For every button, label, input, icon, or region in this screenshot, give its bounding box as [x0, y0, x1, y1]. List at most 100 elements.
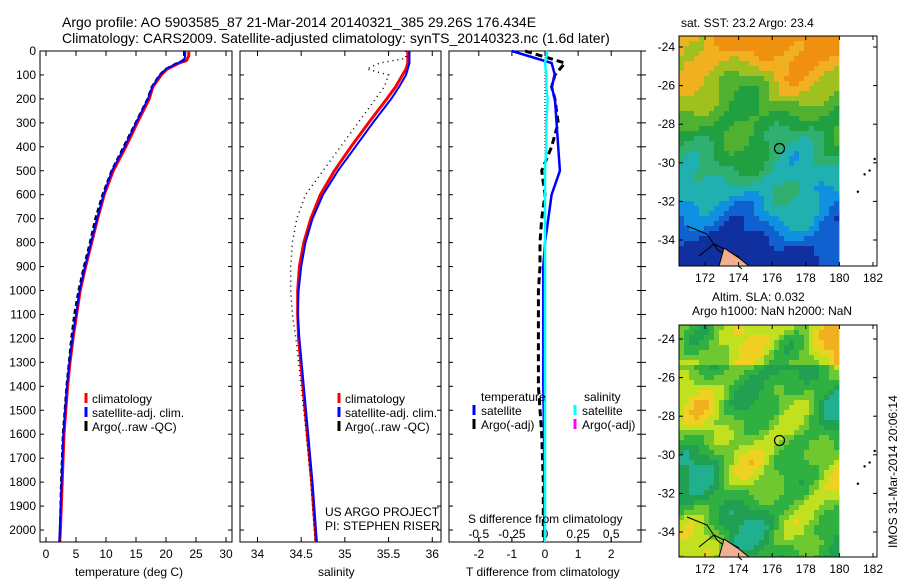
map-cell	[694, 530, 699, 535]
map-cell	[719, 116, 724, 121]
map-cell	[754, 161, 759, 166]
map-cell	[824, 335, 829, 340]
map-cell	[824, 81, 829, 86]
map-cell	[829, 520, 834, 525]
map-cell	[679, 41, 684, 46]
map-cell	[809, 535, 814, 540]
map-cell	[744, 420, 749, 425]
map-cell	[764, 415, 769, 420]
map-cell	[684, 510, 689, 515]
map-cell	[724, 236, 729, 241]
map-cell	[799, 246, 804, 251]
map-cell	[719, 176, 724, 181]
map-cell	[804, 141, 809, 146]
map-cell	[794, 206, 799, 211]
map-cell	[709, 251, 714, 256]
map-cell	[794, 131, 799, 136]
map-cell	[784, 390, 789, 395]
map-cell	[734, 485, 739, 490]
map-cell	[784, 131, 789, 136]
map-cell	[829, 380, 834, 385]
map-cell	[784, 430, 789, 435]
diff-xlabel-salinity: S difference from climatology	[468, 512, 623, 526]
map-cell	[734, 435, 739, 440]
map-cell	[734, 66, 739, 71]
map-cell	[834, 345, 839, 350]
map-cell	[704, 151, 709, 156]
map-cell	[694, 380, 699, 385]
map-cell	[719, 375, 724, 380]
map-cell	[824, 106, 829, 111]
map-cell	[744, 535, 749, 540]
map-cell	[704, 360, 709, 365]
map-cell	[794, 156, 799, 161]
map-cell	[719, 71, 724, 76]
map-cell	[749, 555, 754, 557]
map-cell	[749, 171, 754, 176]
map-cell	[734, 540, 739, 545]
diff-legend-sal-satellite: satellite	[582, 404, 623, 418]
map-cell	[774, 236, 779, 241]
map-cell	[709, 485, 714, 490]
map-cell	[784, 460, 789, 465]
map-cell	[754, 136, 759, 141]
map-cell	[799, 485, 804, 490]
map-cell	[764, 520, 769, 525]
map-cell	[824, 161, 829, 166]
map-cell	[709, 335, 714, 340]
map-cell	[679, 505, 684, 510]
map-cell	[744, 325, 749, 330]
map-cell	[679, 510, 684, 515]
map-cell	[729, 246, 734, 251]
map-cell	[729, 510, 734, 515]
map-cell	[809, 345, 814, 350]
map-cell	[704, 430, 709, 435]
map-cell	[749, 550, 754, 555]
map-cell	[719, 141, 724, 146]
map-cell	[679, 116, 684, 121]
map-cell	[819, 76, 824, 81]
lon-tick-label: 180	[829, 562, 849, 576]
map-cell	[754, 365, 759, 370]
map-cell	[804, 171, 809, 176]
map-cell	[739, 111, 744, 116]
map-cell	[759, 91, 764, 96]
map-cell	[704, 450, 709, 455]
map-cell	[769, 121, 774, 126]
map-cell	[759, 106, 764, 111]
map-cell	[744, 121, 749, 126]
map-cell	[689, 231, 694, 236]
map-cell	[789, 91, 794, 96]
map-cell	[834, 116, 839, 121]
map-cell	[794, 261, 799, 266]
map-cell	[789, 76, 794, 81]
map-cell	[769, 375, 774, 380]
map-cell	[769, 76, 774, 81]
map-cell	[759, 191, 764, 196]
map-cell	[689, 201, 694, 206]
map-cell	[794, 385, 799, 390]
map-cell	[739, 66, 744, 71]
map-cell	[744, 181, 749, 186]
map-cell	[759, 425, 764, 430]
map-cell	[809, 216, 814, 221]
map-cell	[769, 325, 774, 330]
map-cell	[774, 51, 779, 56]
map-cell	[799, 131, 804, 136]
map-cell	[834, 400, 839, 405]
map-cell	[829, 246, 834, 251]
map-cell	[684, 480, 689, 485]
map-cell	[819, 430, 824, 435]
map-cell	[754, 51, 759, 56]
map-cell	[704, 221, 709, 226]
map-cell	[679, 470, 684, 475]
map-cell	[819, 231, 824, 236]
map-cell	[684, 380, 689, 385]
map-cell	[724, 51, 729, 56]
map-cell	[719, 251, 724, 256]
map-cell	[689, 480, 694, 485]
map-cell	[689, 555, 694, 557]
map-cell	[684, 81, 689, 86]
map-cell	[729, 241, 734, 246]
map-cell	[804, 395, 809, 400]
